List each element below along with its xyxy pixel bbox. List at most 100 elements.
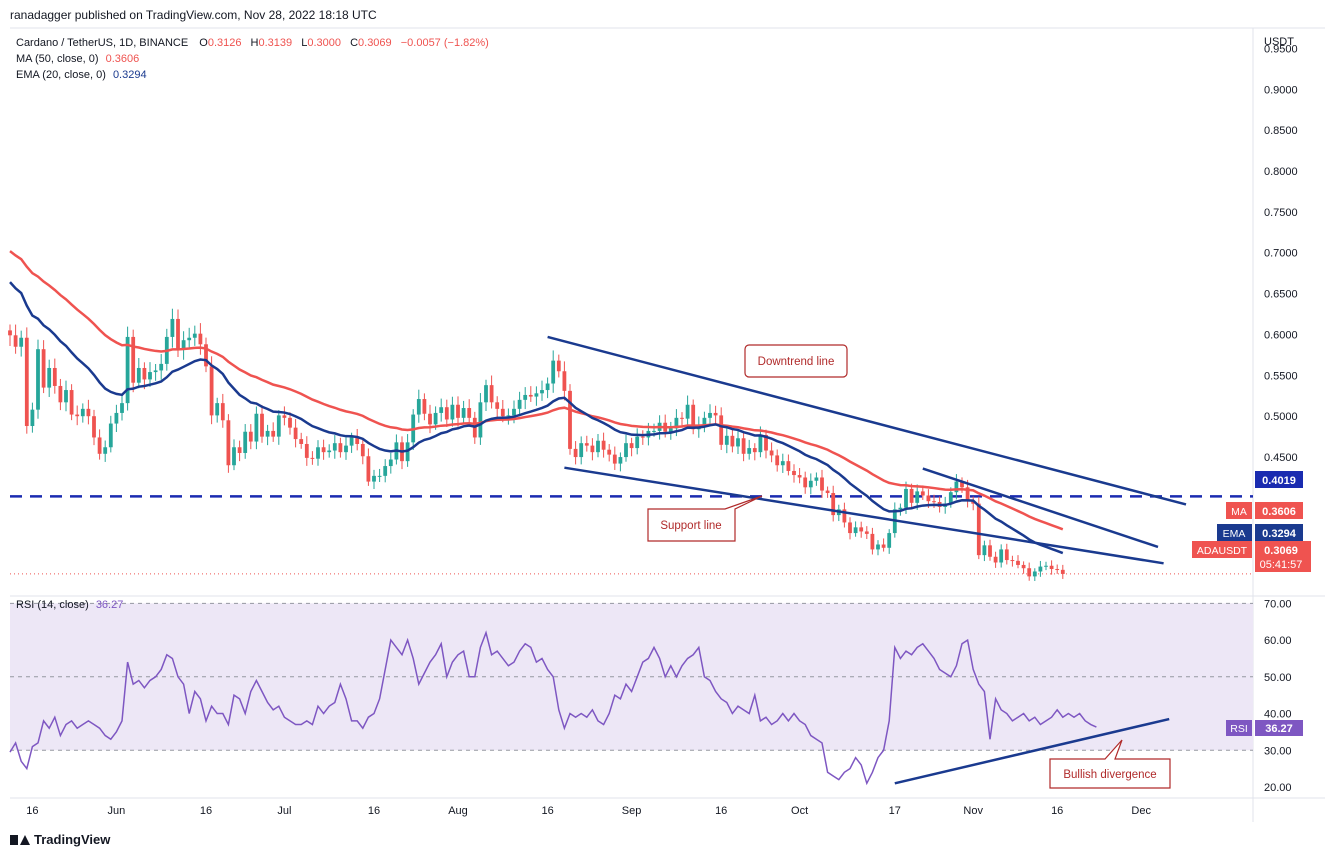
candle-body: [265, 430, 270, 437]
candle-body: [215, 403, 220, 416]
legend-c-label: C: [350, 37, 358, 49]
rsi-tick-label: 70.00: [1264, 598, 1292, 610]
svg-text:0.3294: 0.3294: [1262, 528, 1297, 540]
candle-body: [198, 333, 203, 345]
candle-body: [668, 428, 673, 432]
legend-rsi-label: RSI (14, close): [16, 599, 89, 611]
candle-body: [80, 408, 85, 417]
candle-body: [831, 493, 836, 516]
candle-body: [467, 408, 472, 418]
candle-body: [596, 440, 600, 453]
candle-body: [988, 545, 992, 557]
candle-body: [120, 403, 124, 413]
candle-body: [388, 459, 393, 467]
price-tick-label: 0.8500: [1264, 125, 1298, 137]
time-tick-label: Jun: [108, 805, 126, 817]
candle-body: [898, 507, 903, 510]
candle-body: [976, 503, 981, 556]
candle-body: [271, 430, 276, 437]
candle-body: [584, 443, 589, 446]
candle-body: [792, 470, 796, 476]
candles: [8, 308, 1065, 581]
candle-body: [607, 449, 612, 455]
candle-body: [75, 414, 80, 417]
candle-body: [764, 434, 768, 451]
candle-body: [652, 430, 656, 432]
price-tick-label: 0.7500: [1264, 207, 1298, 219]
time-tick-label: Aug: [448, 805, 468, 817]
candle-body: [97, 437, 102, 454]
candle-body: [540, 390, 544, 394]
candle-body: [551, 360, 556, 384]
candle-body: [870, 533, 875, 550]
candle-body: [848, 522, 852, 534]
candle-body: [153, 370, 158, 373]
candle-body: [1016, 560, 1020, 565]
candle-body: [691, 404, 696, 430]
svg-text:05:41:57: 05:41:57: [1260, 559, 1303, 571]
candle-body: [8, 330, 12, 336]
candle-body: [456, 404, 460, 418]
candle-body: [534, 393, 539, 397]
candle-body: [814, 477, 819, 481]
legend-h-label: H: [251, 37, 259, 49]
tradingview-logo[interactable]: TradingView: [10, 832, 110, 847]
candle-body: [282, 415, 287, 418]
ema-badge: EMA 0.3294: [1217, 524, 1303, 541]
divergence-annotation[interactable]: Bullish divergence: [1049, 739, 1171, 789]
candle-body: [103, 447, 108, 454]
candle-body: [965, 487, 970, 502]
candle-body: [19, 337, 24, 347]
candle-body: [136, 367, 141, 383]
candle-body: [820, 477, 824, 491]
candle-body: [590, 445, 595, 453]
candle-body: [887, 533, 892, 548]
candle-body: [187, 337, 192, 341]
candle-body: [808, 480, 813, 488]
candle-body: [993, 556, 998, 563]
candle-body: [500, 408, 505, 417]
candle-body: [640, 436, 645, 438]
candle-body: [142, 367, 147, 380]
time-tick-label: 16: [715, 805, 727, 817]
candle-body: [321, 447, 326, 453]
candle-body: [237, 447, 242, 453]
candle-body: [624, 443, 628, 458]
svg-text:0.3069: 0.3069: [1264, 545, 1298, 557]
candle-body: [254, 413, 259, 442]
ma-badge: MA 0.3606: [1226, 502, 1303, 519]
candle-body: [24, 337, 29, 427]
candle-body: [52, 367, 57, 386]
support-annotation[interactable]: Support line: [647, 495, 763, 542]
candle-body: [204, 344, 208, 367]
candle-body: [332, 443, 337, 451]
candle-body: [489, 385, 494, 403]
price-badge: ADAUSDT 0.3069 05:41:57: [1192, 541, 1311, 572]
candle-body: [719, 415, 724, 445]
legend-l-value: 0.3000: [307, 37, 341, 49]
candle-body: [478, 402, 483, 438]
candle-body: [568, 390, 572, 449]
legend-c-value: 0.3069: [358, 37, 392, 49]
candle-body: [181, 340, 186, 351]
legend-ema-value: 0.3294: [113, 69, 147, 81]
candle-body: [1038, 566, 1043, 572]
downtrend-annotation[interactable]: Downtrend line: [744, 344, 848, 378]
time-tick-label: Dec: [1131, 805, 1151, 817]
svg-text:0.3606: 0.3606: [1262, 506, 1296, 518]
legend-ma-label: MA (50, close, 0): [16, 53, 99, 65]
candle-body: [948, 492, 953, 504]
candle-body: [562, 371, 567, 391]
candle-body: [982, 545, 987, 556]
candle-body: [842, 509, 847, 523]
price-tick-label: 0.6000: [1264, 329, 1298, 341]
candle-body: [635, 436, 640, 449]
rsi-tick-label: 30.00: [1264, 745, 1292, 757]
candle-body: [444, 407, 449, 420]
candle-body: [288, 417, 292, 428]
axis-unit: USDT: [1264, 36, 1294, 48]
candle-body: [999, 549, 1004, 563]
candle-body: [713, 412, 718, 416]
candle-body: [114, 412, 119, 424]
